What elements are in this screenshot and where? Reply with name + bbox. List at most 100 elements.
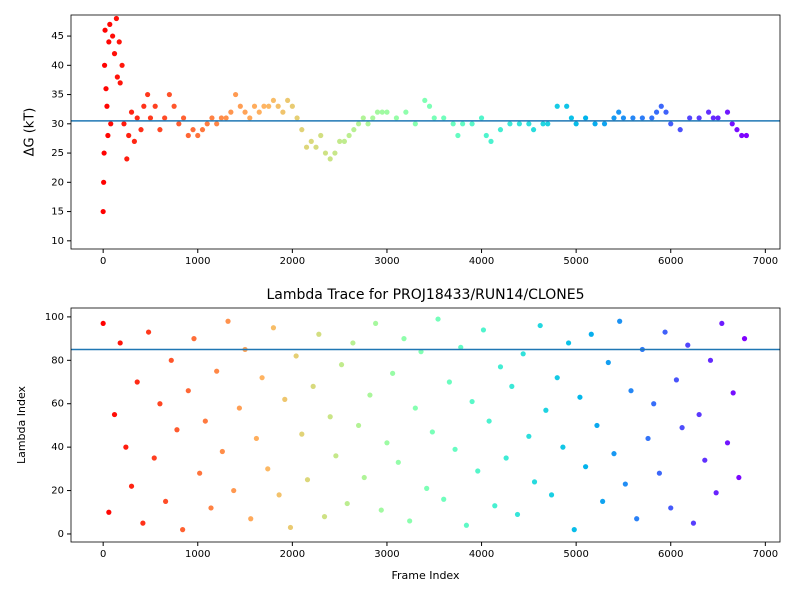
x-tick-label: 7000 xyxy=(753,256,778,267)
x-tick-label: 3000 xyxy=(374,549,399,560)
data-point xyxy=(204,121,210,127)
data-point xyxy=(424,485,430,491)
data-point xyxy=(685,342,691,348)
data-point xyxy=(265,466,271,472)
data-point xyxy=(673,377,680,383)
x-tick-label: 3000 xyxy=(374,256,399,267)
data-point xyxy=(696,115,702,121)
data-point xyxy=(379,109,385,115)
data-point xyxy=(384,440,390,446)
data-point xyxy=(645,435,651,442)
data-point xyxy=(475,468,481,474)
data-point xyxy=(724,109,731,115)
data-point xyxy=(367,392,373,398)
data-point xyxy=(611,451,617,457)
data-point xyxy=(108,121,114,127)
data-point xyxy=(503,455,509,461)
data-point xyxy=(573,121,579,127)
data-point xyxy=(276,492,282,498)
data-point xyxy=(741,336,748,342)
data-point xyxy=(270,97,277,104)
data-point xyxy=(537,322,543,329)
x-tick-label: 0 xyxy=(100,549,106,560)
data-point xyxy=(304,477,311,483)
data-point xyxy=(488,138,494,144)
data-point xyxy=(393,115,400,121)
data-point xyxy=(253,435,260,442)
data-point xyxy=(739,132,745,139)
data-point xyxy=(450,121,456,127)
data-point xyxy=(157,127,163,133)
data-point xyxy=(101,179,107,185)
data-point xyxy=(344,500,350,507)
data-point xyxy=(228,109,234,115)
data-point xyxy=(662,329,668,335)
data-point xyxy=(111,411,118,418)
data-point xyxy=(256,109,262,115)
data-point xyxy=(715,115,721,121)
data-point xyxy=(313,144,319,150)
axes-frame xyxy=(70,307,781,543)
data-point xyxy=(656,470,662,476)
data-point xyxy=(126,132,132,139)
data-point xyxy=(526,121,532,127)
x-tick-label: 6000 xyxy=(658,256,683,267)
data-point xyxy=(458,344,464,350)
y-tick-label: 20 xyxy=(51,177,64,188)
data-point xyxy=(157,401,163,407)
data-point xyxy=(531,479,538,485)
data-point xyxy=(180,115,187,121)
data-point xyxy=(628,388,634,394)
data-point xyxy=(140,520,146,526)
data-point xyxy=(516,121,522,127)
data-point xyxy=(321,514,328,520)
data-point xyxy=(350,340,356,346)
x-tick-label: 5000 xyxy=(563,256,588,267)
data-point xyxy=(507,121,513,127)
data-point xyxy=(412,405,418,411)
data-point xyxy=(422,97,428,104)
data-point xyxy=(162,498,169,505)
data-point xyxy=(617,318,623,324)
data-point xyxy=(174,427,180,433)
data-point xyxy=(116,39,122,45)
data-point xyxy=(543,407,549,413)
data-point xyxy=(530,127,537,133)
y-tick-label: 45 xyxy=(51,31,64,42)
data-point xyxy=(455,132,461,139)
data-point xyxy=(710,115,716,121)
y-tick-label: 80 xyxy=(51,355,64,366)
data-point xyxy=(611,115,617,121)
data-point xyxy=(497,127,504,133)
data-point xyxy=(214,121,220,127)
data-point xyxy=(634,516,640,522)
data-point xyxy=(280,109,286,115)
data-point xyxy=(236,405,242,411)
data-point xyxy=(651,401,657,407)
data-point xyxy=(568,115,575,121)
x-tick-label: 2000 xyxy=(280,549,305,560)
data-point xyxy=(620,115,627,121)
data-point xyxy=(316,331,322,337)
data-point xyxy=(275,103,281,109)
data-point xyxy=(736,474,742,481)
data-point xyxy=(310,383,316,389)
data-point xyxy=(441,115,447,121)
data-point xyxy=(287,524,294,531)
data-point xyxy=(663,109,669,115)
data-point xyxy=(480,327,487,333)
y-tick-label: 100 xyxy=(45,312,64,323)
y-tick-label: 40 xyxy=(51,60,64,71)
data-point xyxy=(119,62,125,68)
data-point xyxy=(630,115,636,121)
x-tick-label: 4000 xyxy=(469,549,494,560)
data-point xyxy=(261,103,267,109)
x-tick-label: 5000 xyxy=(563,549,588,560)
data-point xyxy=(373,320,379,327)
data-point xyxy=(395,459,401,465)
x-tick-label: 1000 xyxy=(185,256,210,267)
data-point xyxy=(101,62,108,68)
data-point xyxy=(121,121,127,127)
data-point xyxy=(195,132,201,139)
chart-title: Lambda Trace for PROJ18433/RUN14/CLONE5 xyxy=(267,287,585,303)
